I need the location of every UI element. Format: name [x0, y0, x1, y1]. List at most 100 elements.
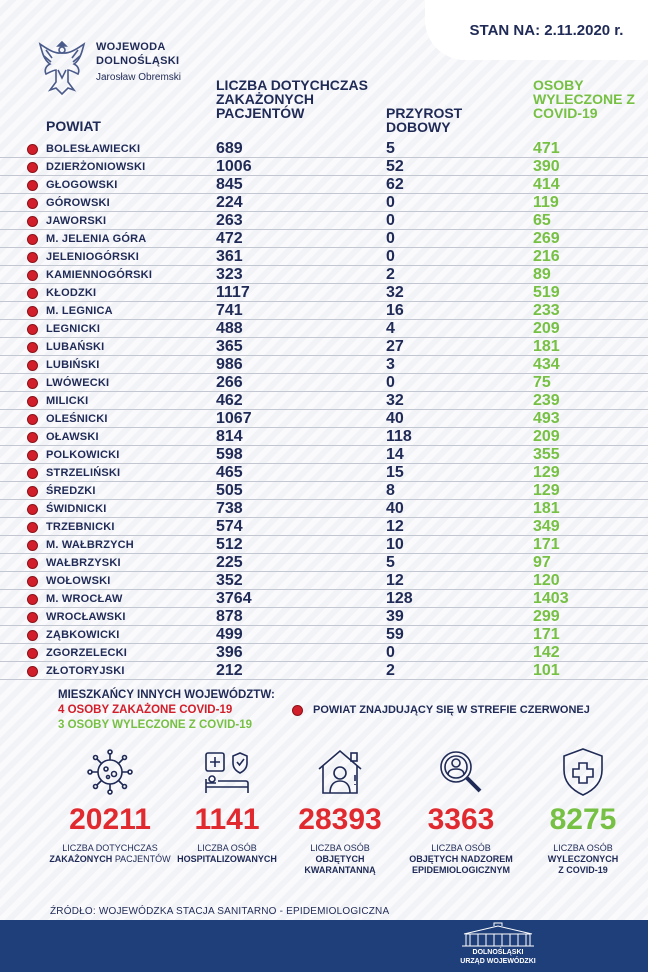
- red-zone-dot-icon: [27, 558, 38, 569]
- county-cases: 224: [216, 194, 243, 211]
- county-increase: 8: [386, 482, 395, 499]
- red-zone-dot-icon: [27, 144, 38, 155]
- county-recovered: 209: [533, 428, 560, 445]
- stat-recovered-label-bold: WYLECZONYCH: [547, 854, 619, 864]
- red-zone-dot-icon: [27, 486, 38, 497]
- county-name: ŚREDZKI: [46, 485, 96, 497]
- county-increase: 128: [386, 590, 413, 607]
- logo-line2: URZĄD WOJEWÓDZKI: [460, 958, 536, 965]
- stat-infected-label-top: LICZBA DOTYCHCZAS: [62, 843, 158, 853]
- county-name: GŁOGOWSKI: [46, 179, 118, 191]
- county-cases: 323: [216, 266, 243, 283]
- county-recovered: 75: [533, 374, 551, 391]
- footer-bar: DOLNOŚLĄSKI URZĄD WOJEWÓDZKI: [0, 920, 648, 972]
- county-name: DZIERŻONIOWSKI: [46, 161, 146, 173]
- table-row: ZŁOTORYJSKI 212 2 101: [0, 662, 648, 680]
- other-regions-infected: 4 OSOBY ZAKAŻONE COVID-19: [58, 704, 233, 716]
- red-zone-dot-icon: [27, 630, 38, 641]
- county-cases: 1006: [216, 158, 252, 175]
- table-row: ZĄBKOWICKI 499 59 171: [0, 626, 648, 644]
- office-logo: DOLNOŚLĄSKI URZĄD WOJEWÓDZKI: [448, 922, 548, 970]
- stat-recovered: 8275 LICZBA OSÓB WYLECZONYCH Z COVID-19: [518, 745, 648, 876]
- county-name: POLKOWICKI: [46, 449, 120, 461]
- red-zone-dot-icon: [27, 666, 38, 677]
- red-zone-dot-icon: [27, 306, 38, 317]
- red-zone-dot-icon: [27, 468, 38, 479]
- county-recovered: 65: [533, 212, 551, 229]
- red-zone-dot-icon: [27, 180, 38, 191]
- org-line1: WOJEWODA: [96, 41, 166, 53]
- county-recovered: 120: [533, 572, 560, 589]
- county-name: KAMIENNOGÓRSKI: [46, 269, 153, 281]
- county-increase: 27: [386, 338, 404, 355]
- table-row: WROCŁAWSKI 878 39 299: [0, 608, 648, 626]
- red-zone-dot-icon: [27, 162, 38, 173]
- red-zone-dot-icon: [27, 270, 38, 281]
- stat-hospitalized: 1141 LICZBA OSÓB HOSPITALIZOWANYCH: [162, 745, 292, 865]
- county-recovered: 209: [533, 320, 560, 337]
- county-name: JAWORSKI: [46, 215, 107, 227]
- table-row: LWÓWECKI 266 0 75: [0, 374, 648, 392]
- county-cases: 845: [216, 176, 243, 193]
- table-row: BOLESŁAWIECKI 689 5 471: [0, 140, 648, 158]
- county-cases: 462: [216, 392, 243, 409]
- county-cases: 512: [216, 536, 243, 553]
- county-cases: 263: [216, 212, 243, 229]
- red-zone-dot-icon: [27, 216, 38, 227]
- county-increase: 16: [386, 302, 404, 319]
- county-increase: 52: [386, 158, 404, 175]
- county-name: LWÓWECKI: [46, 377, 110, 389]
- county-name: JELENIOGÓRSKI: [46, 251, 140, 263]
- county-recovered: 233: [533, 302, 560, 319]
- county-recovered: 434: [533, 356, 560, 373]
- table-row: ŚWIDNICKI 738 40 181: [0, 500, 648, 518]
- red-zone-dot-icon: [27, 504, 38, 515]
- stat-surveillance-label-rest: EPIDEMIOLOGICZNYM: [411, 865, 510, 875]
- county-recovered: 171: [533, 536, 560, 553]
- county-name: MILICKI: [46, 395, 89, 407]
- county-cases: 986: [216, 356, 243, 373]
- red-zone-dot-icon: [27, 432, 38, 443]
- county-cases: 352: [216, 572, 243, 589]
- other-regions-recovered: 3 OSOBY WYLECZONE Z COVID-19: [58, 719, 253, 731]
- stat-quarantine-label: LICZBA OSÓB OBJĘTYCH KWARANTANNĄ: [275, 843, 405, 876]
- quarantine-house-icon: [318, 749, 362, 794]
- red-zone-dot-icon: [27, 198, 38, 209]
- red-zone-dot-icon: [292, 704, 303, 716]
- county-increase: 32: [386, 392, 404, 409]
- county-recovered: 414: [533, 176, 560, 193]
- county-name: LUBAŃSKI: [46, 341, 105, 353]
- county-recovered: 129: [533, 482, 560, 499]
- table-row: LUBIŃSKI 986 3 434: [0, 356, 648, 374]
- county-recovered: 216: [533, 248, 560, 265]
- county-name: M. LEGNICA: [46, 305, 113, 317]
- col-header-cases: LICZBA DOTYCHCZAS ZAKAŻONYCH PACJENTÓW: [216, 77, 368, 121]
- county-recovered: 299: [533, 608, 560, 625]
- stat-recovered-value: 8275: [549, 803, 617, 836]
- county-cases: 499: [216, 626, 243, 643]
- county-name: ŚWIDNICKI: [46, 503, 107, 515]
- county-increase: 14: [386, 446, 404, 463]
- county-name: KŁODZKI: [46, 287, 97, 299]
- county-cases: 598: [216, 446, 243, 463]
- county-recovered: 519: [533, 284, 560, 301]
- red-zone-dot-icon: [27, 396, 38, 407]
- stat-quarantine: 28393 LICZBA OSÓB OBJĘTYCH KWARANTANNĄ: [275, 745, 405, 876]
- red-zone-dot-icon: [27, 612, 38, 623]
- county-cases: 3764: [216, 590, 252, 607]
- table-row: LUBAŃSKI 365 27 181: [0, 338, 648, 356]
- county-increase: 5: [386, 140, 395, 157]
- table-row: WOŁOWSKI 352 12 120: [0, 572, 648, 590]
- county-cases: 396: [216, 644, 243, 661]
- virus-icon: [87, 749, 133, 795]
- org-name: WOJEWODA DOLNOŚLĄSKI Jarosław Obremski: [96, 40, 181, 85]
- stat-quarantine-value: 28393: [298, 803, 382, 836]
- red-zone-dot-icon: [27, 414, 38, 425]
- red-zone-dot-icon: [27, 378, 38, 389]
- county-recovered: 97: [533, 554, 551, 571]
- table-row: POLKOWICKI 598 14 355: [0, 446, 648, 464]
- county-name: LEGNICKI: [46, 323, 101, 335]
- county-recovered: 101: [533, 662, 560, 679]
- table-row: M. LEGNICA 741 16 233: [0, 302, 648, 320]
- stat-quarantine-label-top: LICZBA OSÓB: [310, 843, 370, 853]
